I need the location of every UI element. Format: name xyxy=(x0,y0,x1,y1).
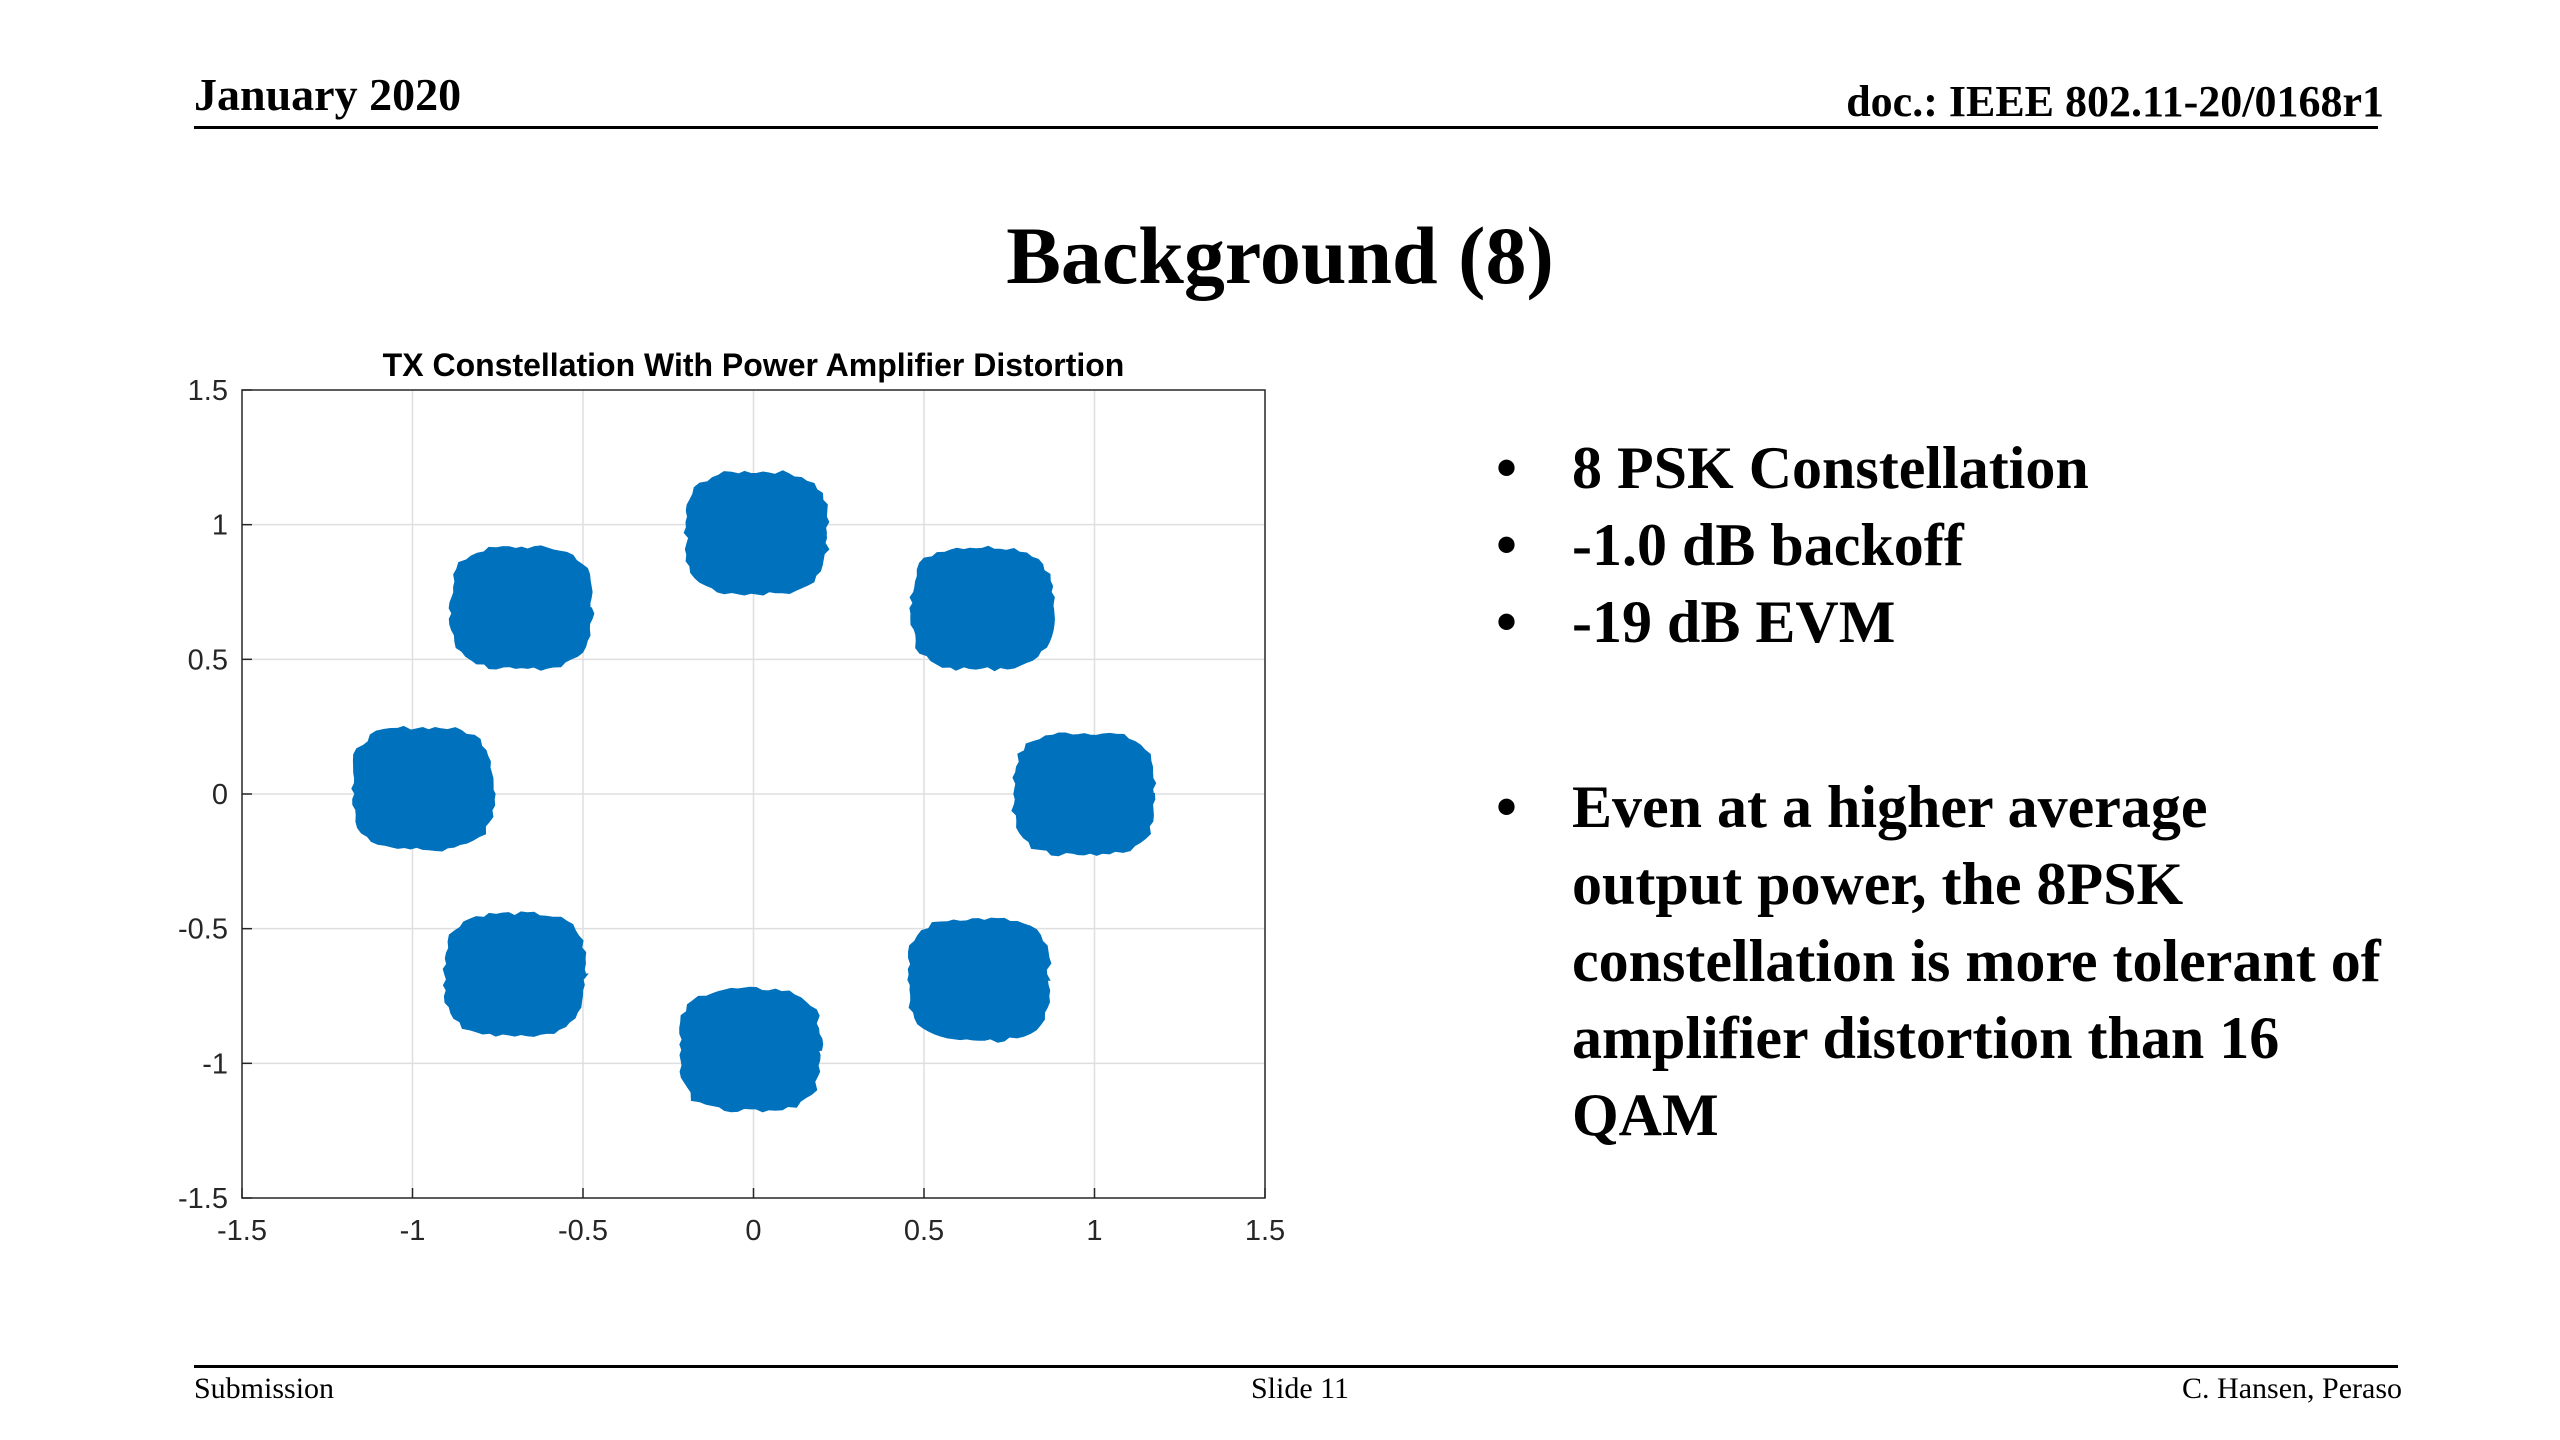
y-tick-label: 1.5 xyxy=(188,375,228,407)
axis-ticks: -1.5 -1 -0.5 0 0.5 1 1.5 -1.5 -1 -0.5 0 0.5 1 1.5 xyxy=(178,375,1285,1247)
bullet-item: -1.0 dB backoff xyxy=(1490,507,2390,584)
footer-slide-number: Slide 11 xyxy=(1250,1372,1350,1405)
x-tick-label: 1.5 xyxy=(1245,1215,1285,1247)
x-tick-label: 0 xyxy=(745,1215,761,1247)
x-tick-label: -1 xyxy=(400,1215,426,1247)
bullet-item: 8 PSK Constellation xyxy=(1490,430,2390,507)
y-tick-label: 1 xyxy=(212,510,228,542)
y-tick-label: -0.5 xyxy=(178,914,228,946)
footer-submission: Submission xyxy=(194,1372,335,1405)
footer-author: C. Hansen, Peraso xyxy=(2182,1372,2402,1405)
constellation-cluster xyxy=(679,986,824,1113)
footer-divider xyxy=(194,1365,2398,1368)
constellation-cluster xyxy=(683,470,830,596)
constellation-cluster xyxy=(442,911,589,1037)
y-tick-label: -1 xyxy=(202,1048,228,1080)
x-tick-label: 1 xyxy=(1086,1215,1102,1247)
x-tick-label: -1.5 xyxy=(217,1215,267,1247)
header-date: January 2020 xyxy=(194,69,462,120)
x-tick-label: 0.5 xyxy=(904,1215,944,1247)
bullet-item: -19 dB EVM xyxy=(1490,584,2390,661)
constellation-cluster xyxy=(909,545,1055,672)
data-points xyxy=(351,470,1157,1113)
bullet-item: Even at a higher average output power, t… xyxy=(1490,769,2390,1154)
bullet-list: 8 PSK Constellation -1.0 dB backoff -19 … xyxy=(1490,430,2390,1154)
constellation-cluster xyxy=(448,545,595,671)
constellation-cluster xyxy=(351,725,496,852)
constellation-chart: -1.5 -1 -0.5 0 0.5 1 1.5 -1.5 -1 -0.5 0 0.5 1 1.5 TX … xyxy=(150,330,1300,1270)
y-tick-label: -1.5 xyxy=(178,1183,228,1215)
y-tick-label: 0.5 xyxy=(188,644,228,676)
y-tick-label: 0 xyxy=(212,779,228,811)
x-tick-label: -0.5 xyxy=(558,1215,608,1247)
constellation-cluster xyxy=(1011,732,1157,857)
chart-title: TX Constellation With Power Amplifier Di… xyxy=(383,347,1125,383)
header-divider xyxy=(194,126,2378,129)
header-doc-id: doc.: IEEE 802.11-20/0168r1 xyxy=(1846,77,2384,126)
constellation-chart-svg: -1.5 -1 -0.5 0 0.5 1 1.5 -1.5 -1 -0.5 0 0.5 1 1.5 TX … xyxy=(178,347,1285,1247)
constellation-cluster xyxy=(907,917,1052,1043)
slide-title: Background (8) xyxy=(1006,210,1554,301)
